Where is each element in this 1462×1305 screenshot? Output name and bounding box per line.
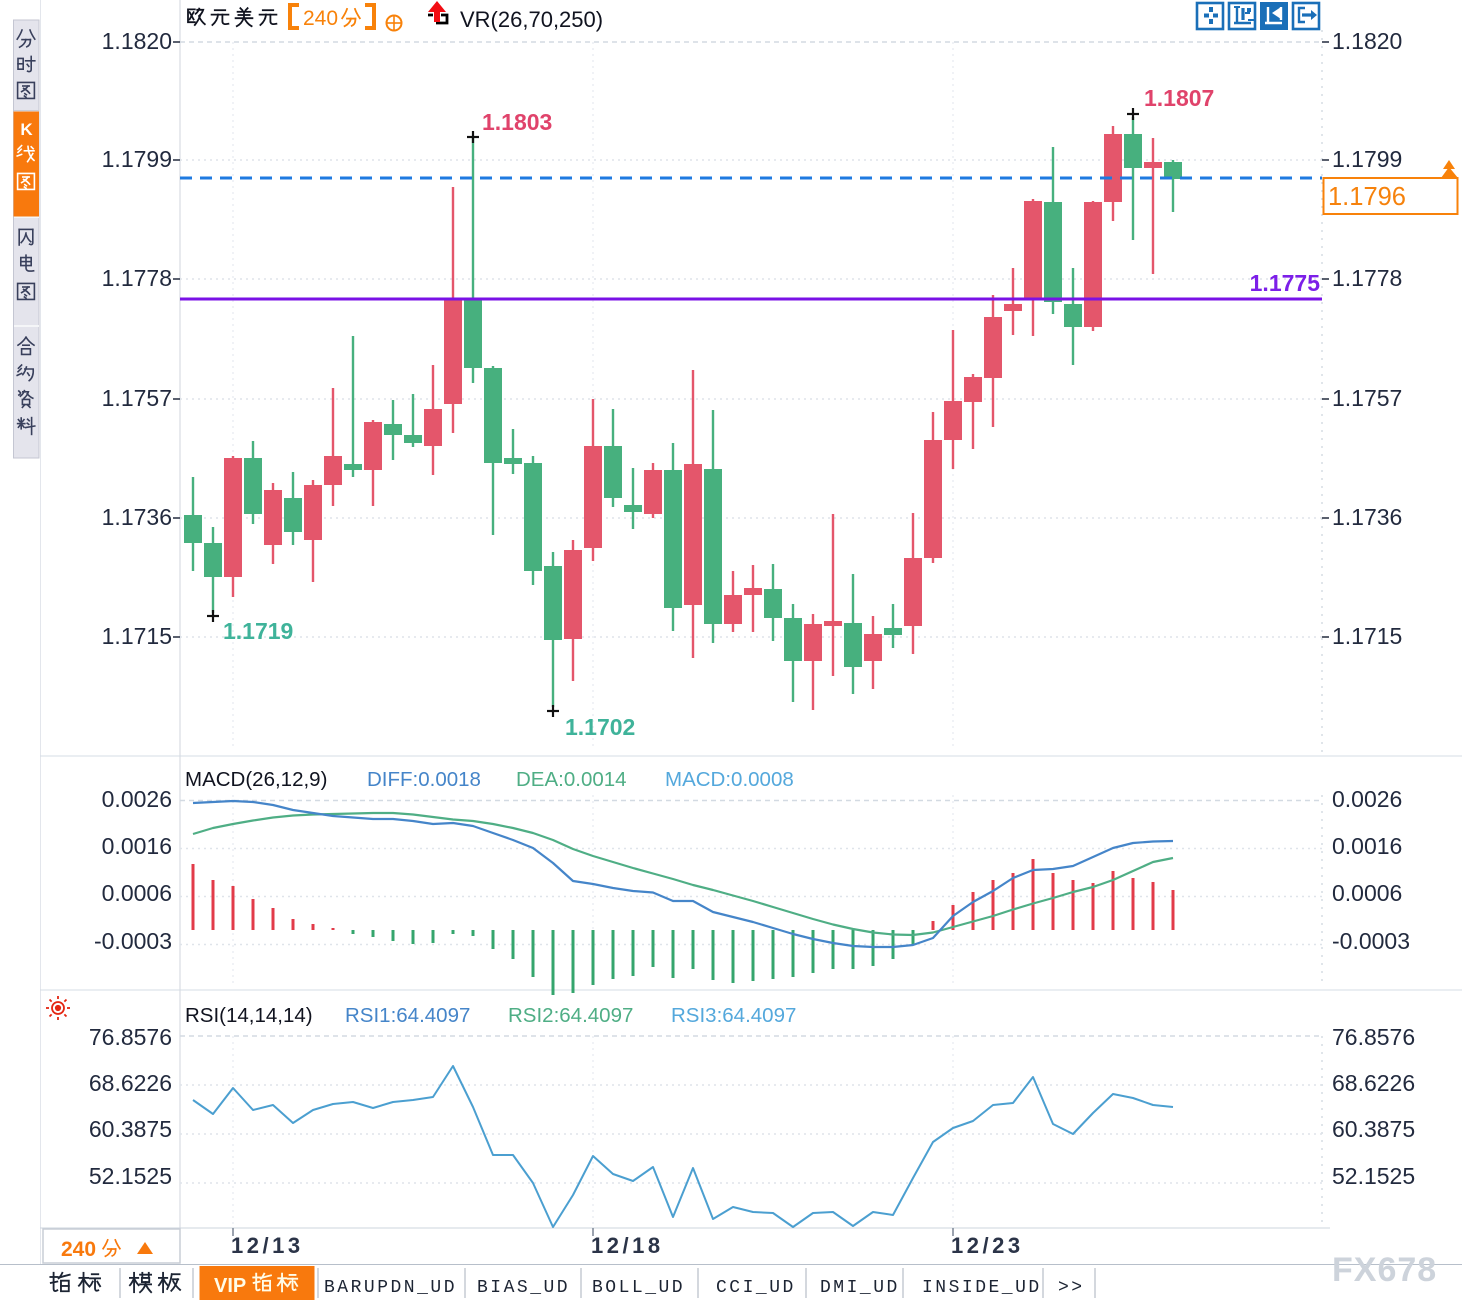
svg-text:DIFF:0.0018: DIFF:0.0018	[367, 768, 481, 791]
svg-text:1.1778: 1.1778	[102, 265, 172, 291]
svg-text:0.0006: 0.0006	[1332, 880, 1402, 906]
svg-text:68.6226: 68.6226	[89, 1070, 172, 1096]
svg-text:-0.0003: -0.0003	[94, 928, 172, 954]
svg-text:1.1820: 1.1820	[102, 28, 172, 54]
svg-text:INSIDE_UD: INSIDE_UD	[922, 1278, 1042, 1298]
svg-text:1.1799: 1.1799	[102, 146, 172, 172]
svg-text:1.1757: 1.1757	[1332, 385, 1402, 411]
svg-text:0.0016: 0.0016	[102, 833, 172, 859]
svg-text:1.1757: 1.1757	[102, 385, 172, 411]
svg-text:DEA:0.0014: DEA:0.0014	[516, 768, 627, 791]
svg-text:BOLL_UD: BOLL_UD	[592, 1278, 685, 1298]
svg-text:76.8576: 76.8576	[1332, 1024, 1415, 1050]
svg-text:-0.0003: -0.0003	[1332, 928, 1410, 954]
svg-text:CCI_UD: CCI_UD	[716, 1278, 796, 1298]
svg-text:VR(26,70,250): VR(26,70,250)	[460, 7, 603, 32]
svg-text:240: 240	[303, 7, 338, 30]
svg-text:76.8576: 76.8576	[89, 1024, 172, 1050]
svg-text:FX678: FX678	[1332, 1251, 1437, 1289]
svg-text:12/23: 12/23	[951, 1233, 1024, 1258]
svg-text:1.1799: 1.1799	[1332, 146, 1402, 172]
svg-text:VIP: VIP	[214, 1275, 246, 1297]
svg-text:52.1525: 52.1525	[89, 1163, 172, 1189]
svg-text:MACD:0.0008: MACD:0.0008	[665, 768, 794, 791]
svg-text:BIAS_UD: BIAS_UD	[477, 1278, 570, 1298]
svg-text:1.1775: 1.1775	[1250, 270, 1321, 296]
svg-text:1.1820: 1.1820	[1332, 28, 1402, 54]
svg-text:RSI1:64.4097: RSI1:64.4097	[345, 1004, 470, 1027]
svg-text:RSI(14,14,14): RSI(14,14,14)	[185, 1004, 313, 1027]
svg-text:0.0006: 0.0006	[102, 880, 172, 906]
svg-text:1.1715: 1.1715	[1332, 623, 1402, 649]
svg-text:240: 240	[61, 1238, 96, 1261]
svg-text:1.1719: 1.1719	[223, 618, 293, 644]
svg-text:1.1796: 1.1796	[1328, 183, 1406, 211]
svg-text:1.1807: 1.1807	[1144, 85, 1214, 111]
svg-text:68.6226: 68.6226	[1332, 1070, 1415, 1096]
svg-text:0.0026: 0.0026	[102, 786, 172, 812]
svg-text:0.0016: 0.0016	[1332, 833, 1402, 859]
svg-text:52.1525: 52.1525	[1332, 1163, 1415, 1189]
svg-text:1.1736: 1.1736	[1332, 504, 1402, 530]
svg-text:DMI_UD: DMI_UD	[820, 1278, 900, 1298]
svg-text:60.3875: 60.3875	[1332, 1116, 1415, 1142]
svg-text:60.3875: 60.3875	[89, 1116, 172, 1142]
svg-text:RSI2:64.4097: RSI2:64.4097	[508, 1004, 633, 1027]
svg-text:1.1736: 1.1736	[102, 504, 172, 530]
svg-text:RSI3:64.4097: RSI3:64.4097	[671, 1004, 796, 1027]
svg-text:MACD(26,12,9): MACD(26,12,9)	[185, 768, 327, 791]
svg-text:1.1715: 1.1715	[102, 623, 172, 649]
svg-text:>>: >>	[1058, 1278, 1085, 1298]
svg-text:12/13: 12/13	[231, 1233, 304, 1258]
svg-text:BARUPDN_UD: BARUPDN_UD	[324, 1278, 457, 1298]
svg-text:0.0026: 0.0026	[1332, 786, 1402, 812]
svg-text:12/18: 12/18	[591, 1233, 664, 1258]
svg-text:1.1778: 1.1778	[1332, 265, 1402, 291]
svg-text:1.1803: 1.1803	[482, 109, 552, 135]
svg-text:K: K	[20, 120, 33, 139]
svg-text:1.1702: 1.1702	[565, 714, 635, 740]
